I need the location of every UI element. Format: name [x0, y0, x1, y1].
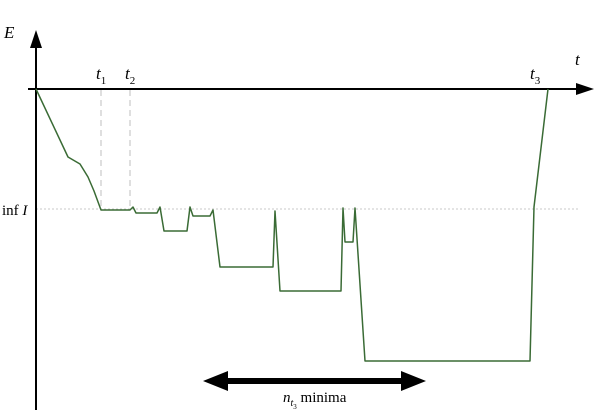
energy-axis-arrowhead: [30, 30, 42, 48]
t2-label: t2: [125, 64, 135, 87]
minima-label: nt3 minima: [283, 390, 347, 411]
energy-curve: [35, 88, 549, 362]
time-axis-arrowhead: [576, 83, 594, 95]
inf-label: inf I: [2, 203, 28, 219]
time-axis-label: t: [575, 50, 581, 69]
t3-label: t3: [530, 64, 541, 87]
t1-label: t1: [96, 64, 106, 87]
minima-arrow-left-head: [203, 371, 228, 391]
minima-arrow-right-head: [401, 371, 426, 391]
energy-axis-label: E: [3, 23, 15, 42]
